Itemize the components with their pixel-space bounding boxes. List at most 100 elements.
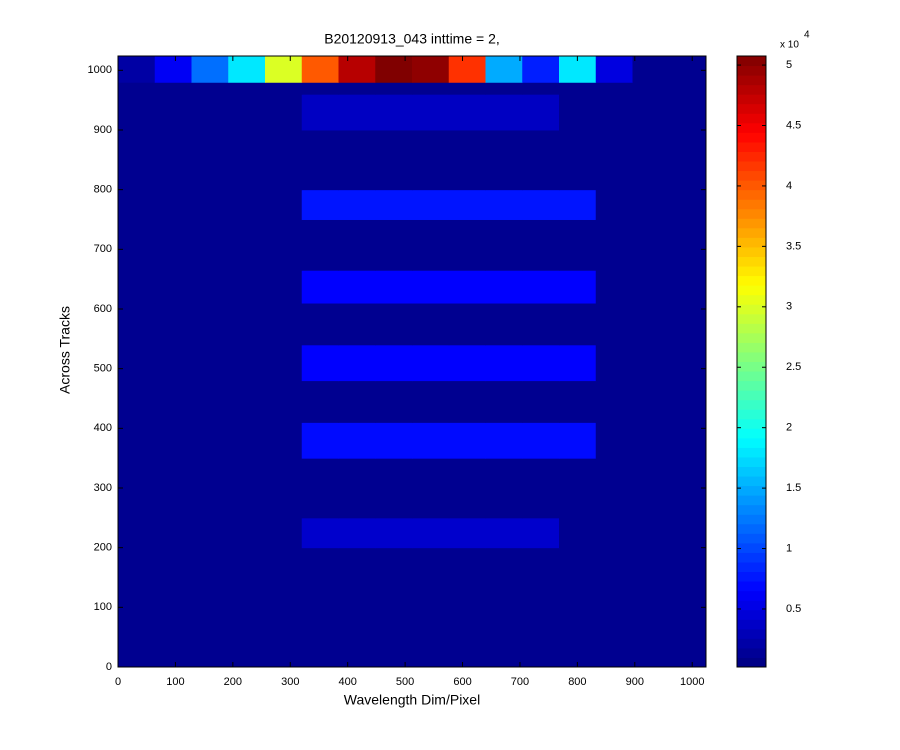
colorbar-step — [737, 504, 766, 515]
colorbar-tick-label: 4.5 — [786, 119, 801, 131]
heat-cell — [669, 219, 707, 271]
heat-cell — [375, 82, 413, 95]
heat-cell — [448, 219, 486, 271]
y-tick-label: 600 — [94, 303, 112, 315]
colorbar-step — [737, 285, 766, 296]
heat-cell — [559, 380, 597, 423]
heat-cell — [559, 270, 597, 304]
heat-cell — [338, 82, 376, 95]
heat-cell — [632, 380, 670, 423]
colorbar-multiplier: x 10 — [780, 40, 799, 51]
heat-cell — [265, 303, 303, 346]
colorbar-step — [737, 237, 766, 248]
heat-cell — [118, 82, 156, 95]
heat-cell — [118, 129, 156, 191]
heat-cell — [265, 94, 303, 131]
heat-cell — [559, 94, 597, 131]
heat-cell — [338, 56, 376, 83]
heat-cell — [154, 270, 192, 304]
heat-cell — [448, 94, 486, 131]
heat-cell — [338, 270, 376, 304]
heat-cell — [154, 547, 192, 668]
plot-frame — [117, 55, 707, 668]
heat-cell — [154, 517, 192, 549]
heat-cell — [412, 94, 450, 131]
colorbar-step — [737, 94, 766, 105]
colorbar-step — [737, 409, 766, 420]
heat-cell — [118, 422, 156, 459]
heat-cell — [669, 547, 707, 668]
heat-cell — [669, 517, 707, 549]
colorbar-step — [737, 141, 766, 152]
colorbar-step — [737, 294, 766, 305]
y-tick-label: 0 — [106, 661, 112, 673]
heat-cell — [595, 94, 633, 131]
heat-cell — [228, 82, 266, 95]
heat-cell — [154, 303, 192, 346]
colorbar-step — [737, 84, 766, 95]
heat-cell — [485, 129, 523, 191]
heat-cell — [375, 94, 413, 131]
heat-cell — [228, 189, 266, 220]
heat-cell — [338, 94, 376, 131]
y-tick-label: 200 — [94, 542, 112, 554]
heat-cell — [595, 517, 633, 549]
heat-cell — [118, 303, 156, 346]
heat-cell — [191, 517, 229, 549]
heat-cell — [118, 189, 156, 220]
y-tick-label: 100 — [94, 601, 112, 613]
heat-cell — [522, 189, 560, 220]
heat-cell — [448, 344, 486, 382]
colorbar-step — [737, 380, 766, 391]
heat-cell — [485, 422, 523, 459]
heat-cell — [669, 82, 707, 95]
heat-cell — [265, 422, 303, 459]
heat-cell — [595, 270, 633, 304]
heat-cell — [265, 219, 303, 271]
heat-cell — [228, 422, 266, 459]
heat-cell — [448, 517, 486, 549]
heat-cell — [412, 458, 450, 519]
heat-cell — [632, 94, 670, 131]
heat-cell — [522, 129, 560, 191]
heat-cell — [118, 270, 156, 304]
heat-cell — [375, 458, 413, 519]
heat-cell — [485, 380, 523, 423]
heat-cell — [118, 517, 156, 549]
colorbar-step — [737, 361, 766, 372]
colorbar-exponent: 4 — [804, 30, 810, 41]
heat-cell — [412, 56, 450, 83]
colorbar-step — [737, 246, 766, 257]
heat-cell — [154, 189, 192, 220]
y-tick-label: 900 — [94, 124, 112, 136]
heat-cell — [265, 344, 303, 382]
heat-cell — [154, 56, 192, 83]
heat-cell — [265, 189, 303, 220]
heat-cell — [154, 344, 192, 382]
heat-cell — [559, 422, 597, 459]
heat-cell — [338, 517, 376, 549]
colorbar-step — [737, 466, 766, 477]
heat-cell — [632, 129, 670, 191]
colorbar-step — [737, 103, 766, 114]
heat-cell — [522, 270, 560, 304]
heat-cell — [669, 270, 707, 304]
heat-cell — [301, 94, 339, 131]
heat-cell — [559, 129, 597, 191]
heat-cell — [301, 82, 339, 95]
heat-cell — [228, 344, 266, 382]
heat-cell — [412, 380, 450, 423]
x-tick-label: 600 — [453, 676, 471, 688]
heat-cell — [448, 270, 486, 304]
x-tick-label: 300 — [281, 676, 299, 688]
heat-cell — [559, 344, 597, 382]
colorbar-tick-label: 1 — [786, 542, 792, 554]
heat-cell — [632, 189, 670, 220]
heat-cell — [118, 94, 156, 131]
heat-cell — [228, 219, 266, 271]
heat-cell — [375, 219, 413, 271]
heat-cell — [265, 517, 303, 549]
colorbar-step — [737, 170, 766, 181]
heat-cell — [375, 303, 413, 346]
heat-cell — [632, 422, 670, 459]
